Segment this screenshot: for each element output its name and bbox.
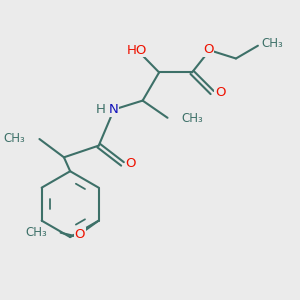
Text: CH₃: CH₃ xyxy=(25,226,47,239)
Text: CH₃: CH₃ xyxy=(262,38,283,50)
Text: O: O xyxy=(125,158,136,170)
Text: N: N xyxy=(109,103,118,116)
Text: CH₃: CH₃ xyxy=(182,112,203,125)
Text: O: O xyxy=(74,228,85,241)
Text: H: H xyxy=(96,103,106,116)
Text: O: O xyxy=(203,43,214,56)
Text: CH₃: CH₃ xyxy=(4,132,26,145)
Text: O: O xyxy=(215,86,226,99)
Text: HO: HO xyxy=(127,44,147,57)
